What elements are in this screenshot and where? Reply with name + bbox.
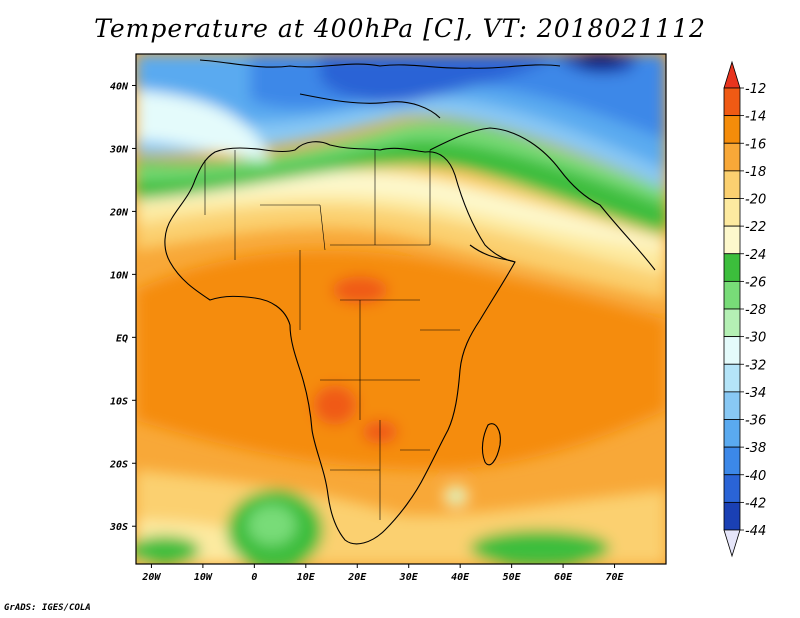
x-tick-label: 70E [606,572,625,583]
colorbar-label: -44 [745,524,766,539]
x-axis: 20W 10W 0 10E 20E 30E 40E 50E 60E 70E [141,564,625,583]
x-tick-label: 50E [503,572,522,583]
colorbar-label: -40 [745,469,766,484]
colorbar-swatch [723,474,741,503]
colorbar-swatch [723,280,741,310]
colorbar-swatch [723,225,741,255]
colorbar-label: -24 [745,248,766,263]
colorbar-swatch [723,253,741,282]
colorbar-swatch [723,419,741,448]
credit-label: GrADS: IGES/COLA [4,603,91,613]
colorbar: -12 -14 -16 -18 -20 -22 -24 -26 -28 -30 -32 -34 -36 -… [723,60,766,558]
colorbar-label: -14 [745,110,766,125]
colorbar-label: -34 [745,386,766,401]
colorbar-swatch [723,142,741,172]
x-tick-label: 40E [451,572,470,583]
colorbar-label: -22 [745,220,766,235]
x-tick-label: 30E [399,572,419,583]
country-borders [204,150,460,520]
y-tick-label: EQ [116,333,128,344]
colorbar-top-arrow [723,60,741,89]
colorbar-label: -30 [745,331,766,346]
y-tick-label: 40N [110,81,129,92]
x-tick-label: 0 [251,572,257,583]
map-title: Temperature at 400hPa [C], VT: 201802111… [94,14,706,43]
colorbar-label: -16 [745,137,766,152]
colorbar-swatch [723,336,741,365]
y-tick-label: 20N [109,207,129,218]
plot-frame [135,53,667,565]
colorbar-bottom-arrow [723,529,741,558]
y-tick-label: 10N [110,270,129,281]
x-tick-label: 10E [297,572,316,583]
colorbar-swatch [723,391,741,420]
y-tick-label: 30N [109,144,129,155]
colorbar-swatch [723,87,741,117]
y-tick-label: 10S [110,396,128,407]
colorbar-label: -36 [745,414,766,429]
y-axis: 40N 30N 20N 10N EQ 10S 20S 30S [109,81,136,533]
colorbar-swatch [723,170,741,199]
colorbar-label: -42 [745,496,766,511]
colorbar-swatch [723,115,741,144]
colorbar-label: -12 [745,82,766,97]
temperature-field [136,54,666,564]
colorbar-swatch [723,308,741,338]
colorbar-label: -32 [745,358,766,373]
colorbar-label: -28 [745,303,766,318]
coastline-outline [164,59,656,545]
colorbar-label: -38 [745,441,766,456]
colorbar-label: -18 [745,165,766,180]
x-tick-label: 20W [141,572,161,583]
colorbar-swatch [723,446,741,476]
x-tick-label: 20E [347,572,367,583]
colorbar-swatch [723,198,741,227]
colorbar-label: -20 [745,193,766,208]
colorbar-swatch [723,501,741,531]
x-tick-label: 10W [194,572,213,583]
colorbar-swatch [723,363,741,393]
colorbar-label: -26 [745,275,766,290]
y-tick-label: 20S [109,459,128,470]
x-tick-label: 60E [554,572,573,583]
y-tick-label: 30S [109,522,128,533]
